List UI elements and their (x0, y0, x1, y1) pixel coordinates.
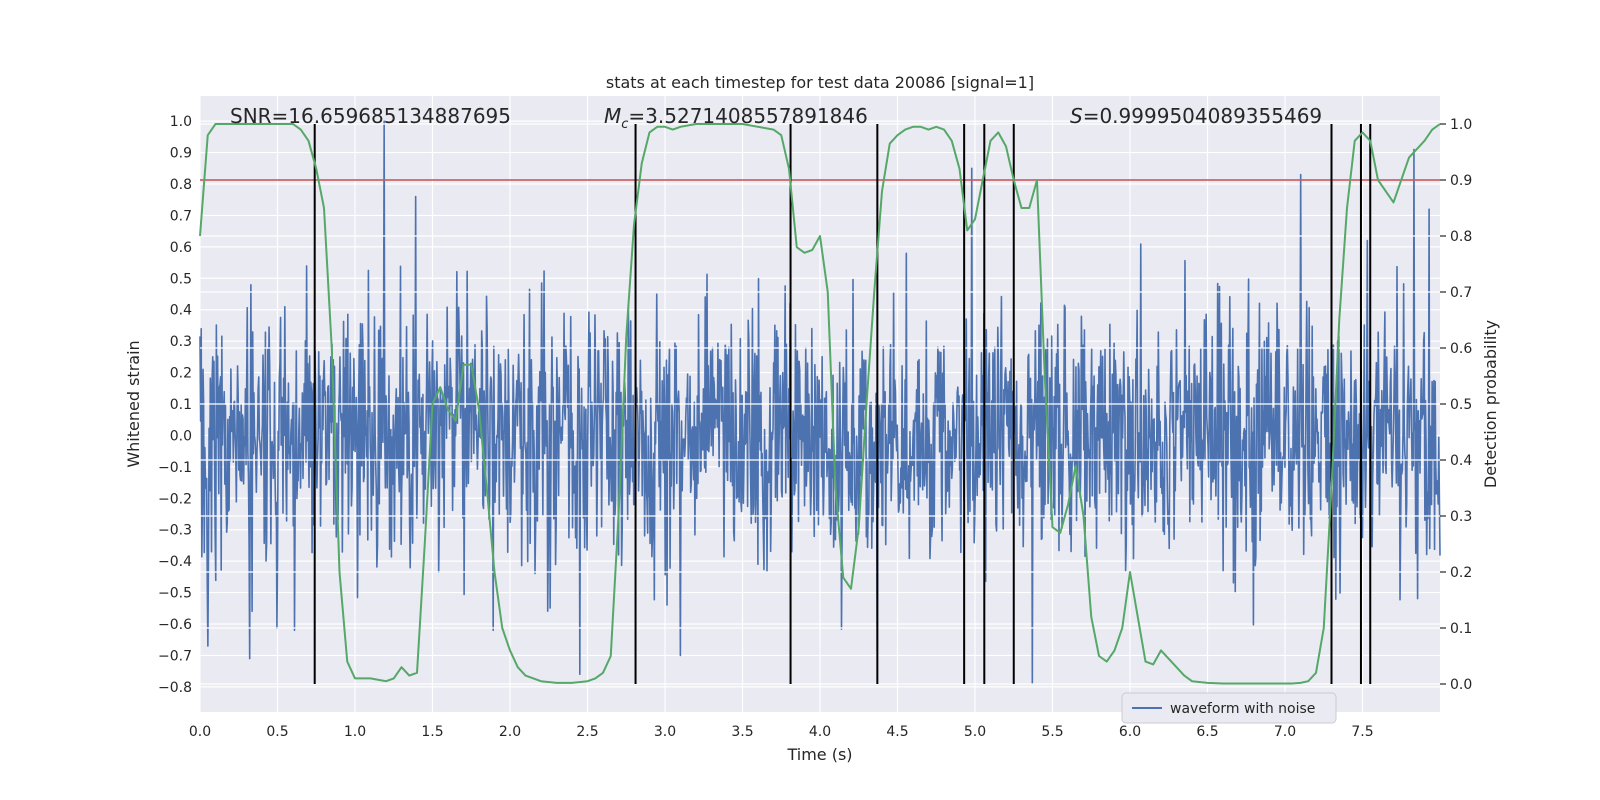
x-tick-label: 4.5 (886, 724, 908, 740)
legend: waveform with noise (1121, 692, 1337, 724)
chirp-mass-subscript: c (621, 117, 628, 132)
legend-label: waveform with noise (1170, 701, 1315, 717)
y-left-tick-label: −0.3 (158, 523, 192, 539)
legend-box (1121, 692, 1337, 724)
x-tick-label: 0.5 (266, 724, 288, 740)
chirp-mass-annotation: Mc=3.5271408557891846 (604, 104, 868, 132)
y-axis-left: −0.8 −0.7 −0.6 −0.5 −0.4 −0.3 −0.2 −0.1 0.0 0.1 0.… (158, 114, 192, 696)
x-tick-label: 1.5 (421, 724, 443, 740)
chirp-mass-value: =3.5271408557891846 (628, 104, 867, 128)
y-right-tick-label: 0.9 (1450, 173, 1472, 189)
y-left-tick-label: 0.6 (170, 240, 192, 256)
y-left-tick-label: 0.9 (170, 146, 192, 162)
x-tick-label: 5.0 (964, 724, 986, 740)
x-tick-label: 5.5 (1041, 724, 1063, 740)
y-left-tick-label: −0.2 (158, 491, 192, 507)
y-left-tick-label: 0.5 (170, 271, 192, 287)
x-tick-label: 6.0 (1119, 724, 1141, 740)
probability-series (199, 123, 1441, 685)
y-right-tick-label: 1.0 (1450, 117, 1472, 133)
y-right-tick-label: 0.2 (1450, 565, 1472, 581)
x-tick-label: 2.0 (499, 724, 521, 740)
y-right-tick-label: 0.7 (1450, 285, 1472, 301)
y-left-tick-label: −0.7 (158, 648, 192, 664)
y-right-tick-label: 0.6 (1450, 341, 1472, 357)
y-left-tick-label: −0.1 (158, 460, 192, 476)
x-tick-label: 4.0 (809, 724, 831, 740)
score-symbol: S (1070, 104, 1083, 128)
score-value: =0.9999504089355469 (1083, 104, 1322, 128)
x-tick-label: 3.0 (654, 724, 676, 740)
chirp-mass-symbol: M (604, 104, 621, 128)
y-axis-right: 0.0 0.1 0.2 0.3 0.4 0.5 0.6 0.7 0.8 0.9 1.0 (1440, 117, 1472, 693)
y-right-tick-label: 0.0 (1450, 677, 1472, 693)
x-tick-label: 0.0 (189, 724, 211, 740)
y-left-tick-label: −0.8 (158, 680, 192, 696)
y-left-tick-label: 0.4 (170, 303, 192, 319)
y-right-tick-label: 0.8 (1450, 229, 1472, 245)
x-axis: 0.0 0.5 1.0 1.5 2.0 2.5 3.0 3.5 4.0 4.5 5.0 5.5 6.0 6… (189, 724, 1374, 740)
chart-title: stats at each timestep for test data 200… (606, 73, 1034, 92)
y-left-tick-label: 1.0 (170, 114, 192, 130)
y-left-tick-label: 0.2 (170, 366, 192, 382)
x-tick-label: 7.5 (1351, 724, 1373, 740)
waveform-line (199, 120, 1441, 685)
waveform-series (199, 120, 1441, 685)
y-left-tick-label: −0.6 (158, 617, 192, 633)
x-tick-label: 6.5 (1196, 724, 1218, 740)
y-right-tick-label: 0.5 (1450, 397, 1472, 413)
y-left-tick-label: 0.8 (170, 177, 192, 193)
score-annotation: S=0.9999504089355469 (1070, 104, 1322, 128)
y-left-tick-label: 0.1 (170, 397, 192, 413)
x-tick-label: 2.5 (576, 724, 598, 740)
snr-annotation: SNR=16.659685134887695 (230, 104, 511, 128)
y-right-tick-label: 0.3 (1450, 509, 1472, 525)
y-left-tick-label: 0.3 (170, 334, 192, 350)
y-axis-right-label: Detection probability (1481, 320, 1500, 488)
y-left-tick-label: −0.4 (158, 554, 192, 570)
x-tick-label: 1.0 (344, 724, 366, 740)
y-left-tick-label: −0.5 (158, 586, 192, 602)
y-axis-left-label: Whitened strain (124, 340, 143, 467)
y-right-tick-label: 0.4 (1450, 453, 1472, 469)
y-right-tick-label: 0.1 (1450, 621, 1472, 637)
probability-line (199, 123, 1441, 685)
y-left-tick-label: 0.0 (170, 428, 192, 444)
y-left-tick-label: 0.7 (170, 208, 192, 224)
x-tick-label: 7.0 (1274, 724, 1296, 740)
x-axis-label: Time (s) (786, 745, 852, 764)
x-tick-label: 3.5 (731, 724, 753, 740)
